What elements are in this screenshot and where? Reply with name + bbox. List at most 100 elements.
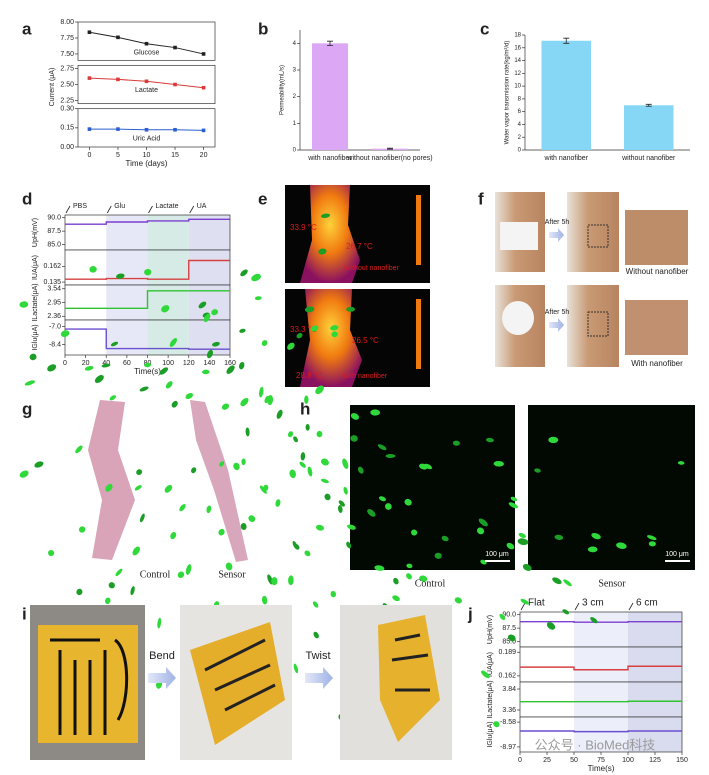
x-tick-label: 0 [518, 757, 522, 764]
cell [84, 366, 94, 371]
event-arrow [628, 602, 634, 611]
cell [452, 440, 460, 446]
cell [19, 301, 29, 308]
x-tick-label: 20 [200, 152, 208, 159]
cell [202, 369, 210, 375]
cell [313, 631, 319, 639]
cell [392, 595, 400, 602]
panel-label: h [300, 399, 310, 418]
y-tick-label: 0.30 [60, 106, 74, 113]
y-tick-label: 3.36 [502, 707, 516, 714]
marker [87, 30, 92, 35]
thermal-caption: With nanofiber [342, 373, 388, 380]
cell [563, 579, 572, 587]
cell [481, 670, 490, 679]
cell [240, 397, 249, 407]
region-shade [65, 285, 107, 320]
cell [219, 461, 225, 467]
cell [203, 313, 211, 323]
cell [406, 563, 413, 569]
cell [78, 526, 86, 533]
region-shade [574, 612, 628, 647]
event-arrow [520, 602, 526, 611]
electrode [204, 638, 276, 712]
cell [245, 427, 250, 437]
y-tick-label: 2.95 [47, 299, 61, 306]
photo [567, 192, 619, 272]
y-axis-label: ILactate(μA) [487, 680, 494, 718]
panel-label: i [22, 604, 27, 623]
cell [263, 484, 269, 491]
cell [304, 306, 315, 313]
thermal-caption: Without nanofiber [344, 265, 400, 272]
y-tick-label: 6 [518, 109, 522, 115]
arrow [549, 228, 564, 242]
cell [261, 595, 268, 605]
region-shade [628, 682, 682, 717]
cell [476, 527, 485, 535]
temp-label: 33.3 °C [290, 325, 317, 334]
bar [624, 105, 674, 150]
cell [19, 470, 29, 478]
x-tick-label: 0 [63, 360, 67, 367]
y-tick-label: 85.0 [502, 638, 516, 645]
y-axis-label: Water vapor transmission rate(kg/m²/d) [505, 41, 511, 145]
fluorescence-image [350, 405, 515, 570]
region-shade [628, 647, 682, 682]
marker [144, 79, 149, 84]
cell [493, 721, 500, 728]
cell [185, 564, 192, 575]
cell [434, 552, 442, 559]
cell [411, 529, 418, 536]
cell [259, 386, 264, 398]
temp-label: 28.8 °C [296, 371, 323, 380]
event-label: 6 cm [636, 598, 658, 609]
cell [164, 484, 173, 493]
y-tick-label: 14 [514, 58, 521, 64]
marker [116, 127, 120, 131]
cell [132, 546, 140, 556]
y-tick-label: 3 [293, 68, 297, 74]
cell [454, 597, 462, 604]
y-tick-label: 2.50 [60, 81, 74, 88]
y-tick-label: -8.4 [49, 341, 61, 348]
cell [226, 365, 235, 374]
cell [239, 328, 246, 333]
histology-panel: Control Sensor [88, 400, 248, 580]
cell [179, 504, 186, 512]
region-shade [520, 682, 574, 717]
cell [287, 342, 295, 350]
y-tick-label: 0.00 [60, 144, 74, 151]
cell [287, 431, 294, 438]
cell [616, 542, 627, 549]
cell [94, 374, 104, 383]
y-tick-label: 2.25 [60, 97, 74, 104]
cell [508, 502, 518, 509]
photo-caption: With nanofiber [631, 359, 683, 368]
y-tick-label: 85.0 [47, 241, 61, 248]
series-line [65, 328, 230, 350]
step-label: After 5h [545, 309, 570, 316]
x-tick-label: without nanofiber(no pores) [346, 155, 432, 162]
thermal-scale [416, 195, 421, 265]
cell [101, 363, 111, 368]
marker [201, 128, 206, 133]
x-axis-label: Time(s) [588, 764, 615, 773]
cell [591, 532, 601, 540]
sensor-patch [502, 301, 534, 335]
y-tick-label: 0.162 [498, 673, 516, 680]
y-axis-label: UpH(mV) [32, 218, 39, 247]
error-bar [645, 103, 652, 107]
y-tick-label: 7.50 [60, 51, 74, 58]
y-axis-label: Permeability(mL/s) [280, 65, 286, 115]
cell [305, 423, 310, 431]
panel-label: c [480, 19, 489, 38]
cell [165, 381, 173, 389]
temp-label: 33.9 °C [290, 223, 317, 232]
cell [240, 269, 248, 277]
cell [517, 538, 529, 546]
cell [259, 485, 267, 494]
cell [419, 575, 428, 582]
cell [206, 505, 212, 514]
